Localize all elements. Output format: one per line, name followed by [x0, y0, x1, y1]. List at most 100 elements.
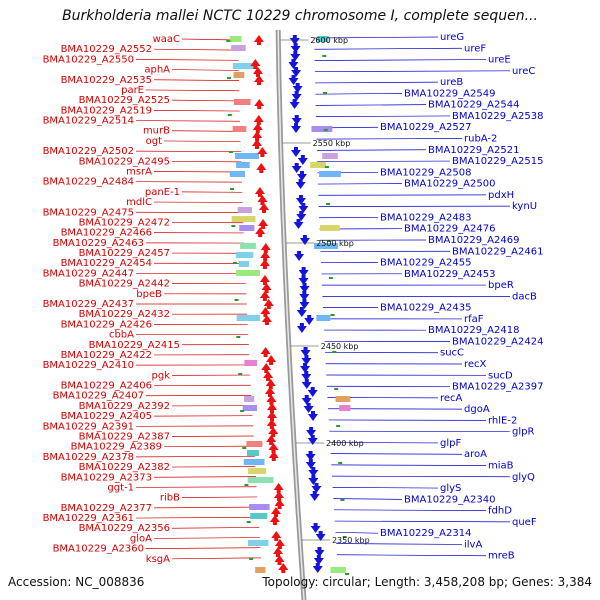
kbp-label: 2600 kbp	[310, 36, 348, 45]
forward-gene-arrow	[268, 427, 279, 437]
forward-gene-arrow	[267, 403, 278, 413]
left-gene-label: BMA10229_A2484	[43, 177, 134, 188]
forward-gene-arrow	[259, 275, 270, 285]
right-leader-line	[329, 442, 439, 444]
kbp-label: 2350 kbp	[332, 536, 370, 545]
right-gene-label: pdxH	[488, 190, 514, 201]
reverse-gene-arrow	[290, 147, 301, 157]
left-leader-line	[135, 516, 259, 519]
green-tick	[234, 299, 239, 301]
right-gene-label: BMA10229_A2538	[452, 111, 543, 122]
reverse-gene-arrow	[291, 163, 302, 173]
left-leader-line	[171, 160, 242, 163]
reverse-gene-arrow	[299, 299, 310, 309]
left-gene-label: BMA10229_A2391	[43, 421, 134, 432]
feature-block-left	[247, 477, 274, 483]
green-tick	[324, 166, 329, 168]
feature-block-left	[243, 459, 265, 465]
feature-block-right	[311, 126, 333, 132]
feature-block-left	[255, 567, 266, 573]
reverse-gene-arrow	[292, 83, 303, 93]
forward-gene-arrow	[263, 371, 274, 381]
left-leader-line	[171, 527, 260, 529]
reverse-gene-arrow	[298, 275, 309, 285]
feature-block-left	[233, 72, 245, 78]
green-tick	[238, 373, 243, 375]
right-leader-line	[316, 149, 427, 151]
left-gene-label: BMA10229_A2550	[43, 54, 134, 65]
left-leader-line	[153, 537, 260, 539]
left-leader-line	[153, 79, 240, 81]
right-gene-label: sucC	[440, 348, 464, 359]
forward-gene-arrow	[252, 67, 263, 77]
kbp-label: 2500 kbp	[316, 239, 354, 248]
left-gene-label: BMA10229_A2422	[61, 350, 152, 361]
reverse-gene-arrow	[310, 523, 321, 533]
left-leader-line	[135, 59, 239, 61]
reverse-gene-arrow	[296, 171, 307, 181]
forward-gene-arrow	[253, 35, 264, 45]
left-leader-line	[135, 455, 255, 458]
left-gene-label: ksgA	[146, 554, 170, 565]
feature-block-right	[335, 396, 351, 402]
left-leader-line	[163, 140, 241, 142]
reverse-gene-arrow	[309, 491, 320, 501]
feature-block-right	[330, 567, 346, 573]
reverse-gene-arrow	[307, 387, 318, 397]
right-gene-label: rhlE-2	[488, 415, 517, 426]
forward-gene-arrow	[261, 315, 272, 325]
left-gene-label: BMA10229_A2382	[79, 462, 170, 473]
reverse-gene-arrow	[315, 531, 326, 541]
reverse-gene-arrow	[298, 267, 309, 277]
reverse-gene-arrow	[291, 123, 302, 133]
reverse-gene-arrow	[300, 363, 311, 373]
right-gene-label: glyQ	[512, 472, 535, 483]
genome-stats-label: Topology: circular; Length: 3,458,208 bp…	[262, 575, 592, 589]
right-gene-label: BMA10229_A2508	[380, 167, 471, 178]
feature-block-left	[247, 450, 259, 456]
left-gene-label: aphA	[144, 65, 170, 76]
green-tick	[246, 521, 251, 523]
right-leader-line	[331, 464, 487, 466]
right-gene-label: dacB	[512, 291, 537, 302]
reverse-gene-arrow	[299, 283, 310, 293]
forward-gene-arrow	[273, 491, 284, 501]
forward-gene-arrow	[264, 387, 275, 397]
feature-block-left	[233, 99, 251, 105]
left-gene-label: BMA10229_A2437	[43, 299, 134, 310]
feature-block-left	[236, 315, 261, 321]
reverse-gene-arrow	[308, 411, 319, 421]
reverse-gene-arrow	[293, 219, 304, 229]
feature-block-left	[229, 36, 242, 42]
left-gene-label: BMA10229_A2552	[61, 44, 152, 55]
forward-gene-arrow	[265, 379, 276, 389]
left-leader-line	[171, 435, 254, 437]
left-gene-label: BMA10229_A2535	[61, 75, 152, 86]
forward-gene-arrow	[266, 419, 277, 429]
feature-block-left	[235, 153, 260, 159]
right-gene-label: BMA10229_A2469	[428, 235, 519, 246]
reverse-gene-arrow	[301, 371, 312, 381]
right-gene-label: sucD	[488, 370, 513, 381]
reverse-gene-arrow	[306, 427, 317, 437]
reverse-gene-arrow	[308, 475, 319, 485]
reverse-gene-arrow	[300, 347, 311, 357]
right-gene-label: bpeR	[488, 280, 514, 291]
feature-block-left	[249, 504, 270, 510]
left-gene-label: BMA10229_A2454	[61, 258, 152, 269]
feature-block-left	[232, 63, 254, 69]
right-gene-label: rfaF	[464, 314, 484, 325]
accession-label: Accession: NC_008836	[8, 575, 145, 589]
reverse-gene-arrow	[298, 203, 309, 213]
feature-block-left	[231, 216, 256, 222]
left-gene-label: msrA	[126, 167, 152, 178]
reverse-gene-arrow	[296, 211, 307, 221]
left-gene-label: BMA10229_A2373	[61, 472, 152, 483]
forward-gene-arrow	[266, 411, 277, 421]
forward-gene-arrow	[257, 147, 268, 157]
left-gene-label: BMA10229_A2356	[79, 523, 170, 534]
reverse-gene-arrow	[291, 91, 302, 101]
forward-gene-arrow	[273, 483, 284, 493]
forward-gene-arrow	[259, 259, 270, 269]
